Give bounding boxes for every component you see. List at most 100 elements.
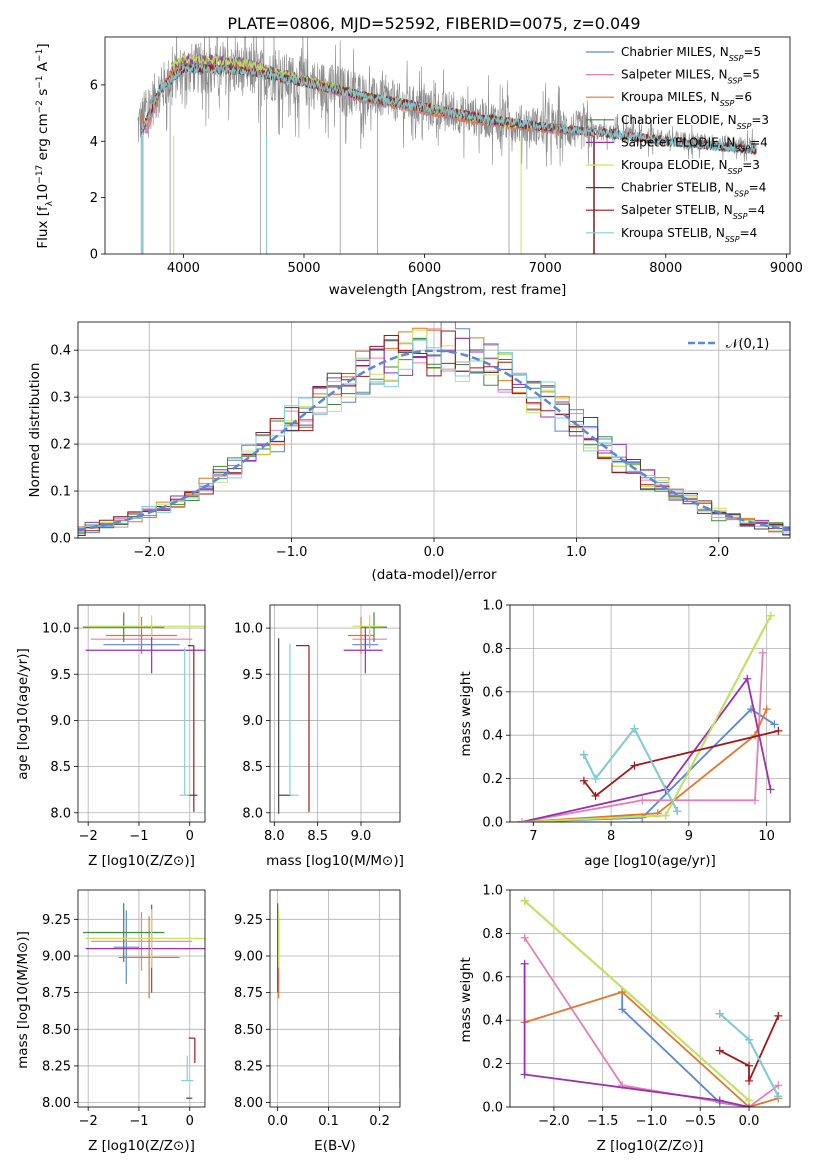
axes-mass-vs-ebv: 0.0 0.1 0.2 8.00 8.25 8.50 8.75 9.00 9.25 (234, 890, 400, 1129)
mass-weight-line (521, 708, 768, 822)
axes-age-vs-Z: −2 −1 0 8.0 8.5 9.0 9.5 10.0 (42, 605, 205, 844)
plot-area-age-vs-Z (83, 612, 205, 812)
plus-marker (762, 705, 771, 714)
y-tick-label: 0.6 (482, 685, 503, 700)
y-tick-label: 0.4 (50, 344, 71, 359)
x-tick-label: 9.0 (351, 829, 372, 844)
y-tick-label: 8.50 (234, 1023, 263, 1038)
y-tick-label: 0.2 (482, 1057, 503, 1072)
legend-entry: Kroupa STELIB, NSSP=4 (621, 226, 757, 244)
x-tick-label: −0.5 (684, 1114, 716, 1129)
axes-mass-vs-Z: −2 −1 0 8.00 8.25 8.50 8.75 9.00 9.25 (42, 890, 205, 1129)
mass-weight-line (583, 727, 678, 812)
y-tick-label: 0.8 (482, 927, 503, 942)
x-tick-label: −2 (79, 829, 98, 844)
errorbar-point (296, 645, 310, 812)
legend-entry: Salpeter ELODIE, NSSP=4 (621, 135, 768, 153)
x-tick-label: −1.5 (587, 1114, 619, 1129)
plus-marker (673, 807, 682, 816)
y-tick-label: 8.25 (234, 1059, 263, 1074)
errorbar-point (113, 910, 139, 984)
x-tick-label: −1 (129, 1114, 148, 1129)
axes-spectrum: 4000 5000 6000 7000 8000 9000 0 2 4 6 (90, 78, 803, 276)
mass-weight-line (521, 676, 772, 822)
x-axis-label: Z [log10(Z/Z⊙)] (88, 1138, 195, 1154)
plus-marker (774, 1092, 783, 1101)
plot-area-residuals (78, 322, 790, 537)
x-tick-label: −1.0 (636, 1114, 668, 1129)
plus-marker (579, 750, 588, 759)
legend: Chabrier MILES, NSSP=5 Salpeter MILES, NS… (586, 45, 769, 243)
plus-marker (715, 1096, 724, 1105)
x-tick-label: 0.1 (318, 1114, 339, 1129)
y-axis-label: mass [log10(M/M⊙)] (15, 931, 31, 1069)
plus-marker (591, 791, 600, 800)
x-tick-label: 6000 (408, 261, 441, 276)
y-tick-label: 8.5 (50, 760, 71, 775)
plus-marker (715, 1009, 724, 1018)
y-tick-label: 10.0 (42, 622, 71, 637)
errorbar-point (90, 911, 193, 971)
y-tick-label: 0.4 (482, 1014, 503, 1029)
mass-weight-line (521, 708, 775, 822)
model-spectrum (140, 63, 757, 155)
legend-entry: Salpeter MILES, NSSP=5 (621, 68, 760, 86)
plot-area-mass-vs-ebv (277, 903, 400, 1088)
plus-marker (520, 959, 529, 968)
legend-entry: Chabrier ELODIE, NSSP=3 (621, 113, 769, 131)
x-axis-label: (data-model)/error (371, 567, 497, 583)
x-tick-label: 0 (186, 829, 194, 844)
axes-residuals: −2.0 −1.0 0.0 1.0 2.0 0.0 0.1 0.2 0.3 0.4 (50, 322, 790, 560)
x-tick-label: −1.0 (276, 545, 308, 560)
y-tick-label: 9.00 (42, 949, 71, 964)
plus-marker (766, 785, 775, 794)
y-tick-label: 8.00 (234, 1096, 263, 1111)
x-tick-label: 0.0 (424, 545, 445, 560)
mass-weight-line (524, 900, 750, 1102)
plus-marker (745, 1076, 754, 1085)
plus-marker (745, 1061, 754, 1070)
errorbar-point (188, 1037, 196, 1064)
x-tick-label: 8000 (649, 261, 682, 276)
y-tick-label: 10.0 (234, 622, 263, 637)
figure-title: PLATE=0806, MJD=52592, FIBERID=0075, z=0… (227, 14, 640, 33)
legend-entry: 𝒩(0,1) (726, 337, 769, 352)
y-tick-label: 8.50 (42, 1023, 71, 1038)
plot-area-spectrum (137, 37, 757, 254)
x-tick-label: −1 (129, 829, 148, 844)
plot-area-mass-weight-vs-age (517, 611, 783, 822)
legend-entry: Chabrier STELIB, NSSP=4 (621, 181, 766, 199)
plus-marker (745, 1035, 754, 1044)
y-tick-label: 8.75 (234, 986, 263, 1001)
plus-marker (766, 611, 775, 620)
plus-marker (618, 987, 627, 996)
y-tick-label: 9.5 (50, 668, 71, 683)
x-axis-label: Z [log10(Z/Z⊙)] (597, 1138, 704, 1154)
plus-marker (774, 726, 783, 735)
y-tick-label: 9.5 (242, 668, 263, 683)
y-axis-label: Normed distribution (27, 363, 43, 498)
plus-marker (715, 1046, 724, 1055)
legend-entry: Kroupa MILES, NSSP=6 (621, 90, 752, 108)
y-tick-label: 8.0 (242, 806, 263, 821)
axes-frame (77, 321, 791, 539)
mass-weight-line (521, 615, 772, 822)
x-tick-label: 0.2 (369, 1114, 390, 1129)
x-tick-label: 8.5 (307, 829, 328, 844)
y-tick-label: 1.0 (482, 884, 503, 899)
axes-age-vs-mass: 8.0 8.5 9.0 8.0 8.5 9.0 9.5 10.0 (234, 605, 400, 844)
axes-frame (509, 604, 791, 823)
errorbar-point (289, 643, 299, 796)
y-tick-label: 8.00 (42, 1096, 71, 1111)
axes-mass-weight-vs-age: 7 8 9 10 0.0 0.2 0.4 0.6 0.8 1.0 (482, 599, 790, 844)
plot-area-mass-vs-Z (83, 903, 205, 1099)
x-tick-label: 7 (529, 829, 537, 844)
y-tick-label: 9.0 (50, 714, 71, 729)
mass-weight-line (524, 990, 779, 1107)
x-axis-label: age [log10(age/yr)] (584, 853, 716, 869)
y-axis-label: mass weight (458, 671, 474, 756)
y-tick-label: 9.0 (242, 714, 263, 729)
plus-marker (520, 1070, 529, 1079)
legend-entry: Chabrier MILES, NSSP=5 (621, 45, 761, 63)
